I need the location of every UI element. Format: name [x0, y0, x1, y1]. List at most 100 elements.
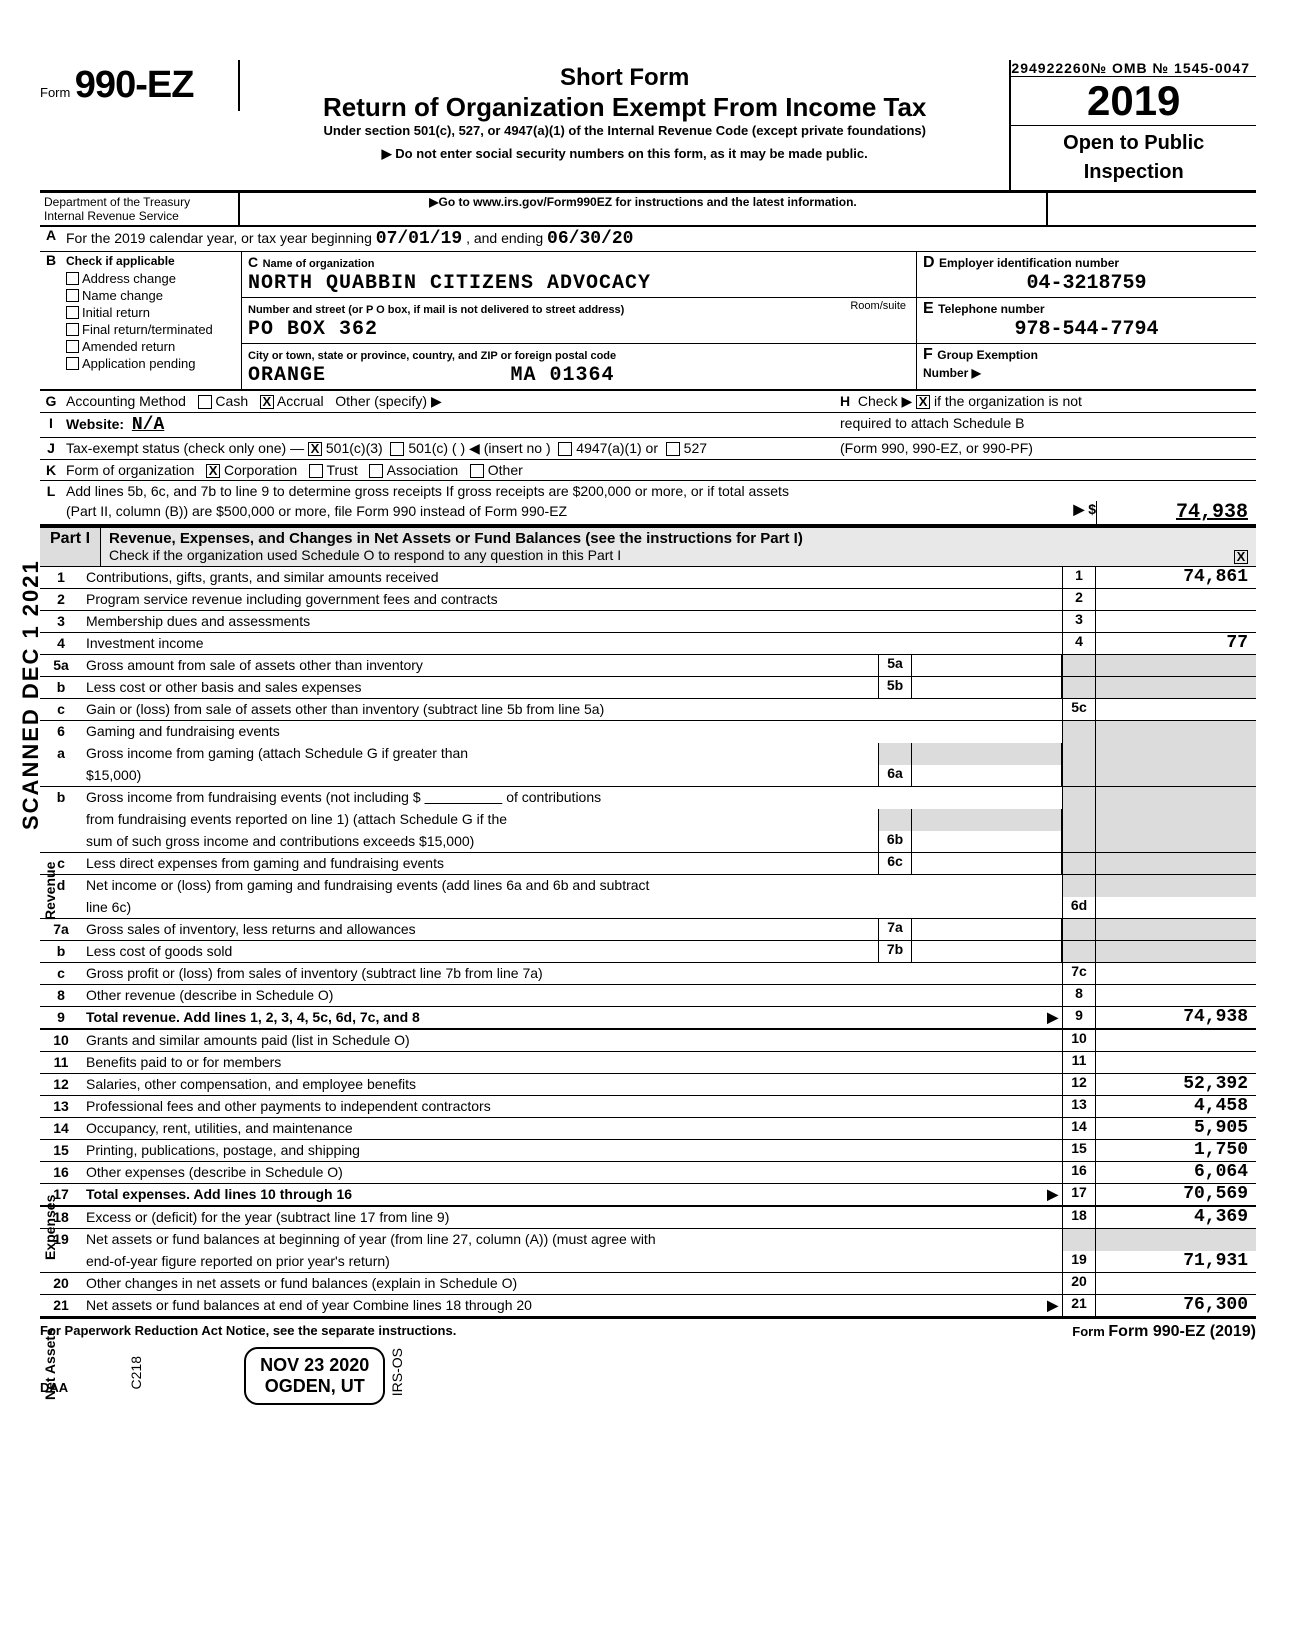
chk-trust[interactable]: [309, 464, 323, 478]
line-21-val: 76,300: [1096, 1295, 1256, 1316]
line-8: 8 Other revenue (describe in Schedule O)…: [40, 985, 1256, 1007]
row-j-content: Tax-exempt status (check only one) — X 5…: [62, 438, 836, 459]
line-11-num: 11: [40, 1052, 82, 1073]
row-h-line2: required to attach Schedule B: [836, 413, 1256, 437]
chk-4947[interactable]: [558, 442, 572, 456]
line-6d-endnum: 6d: [1062, 897, 1096, 918]
line-5b-desc: Less cost or other basis and sales expen…: [82, 677, 878, 698]
row-h-line3: (Form 990, 990-EZ, or 990-PF): [836, 438, 1256, 459]
line-3-val: [1096, 611, 1256, 632]
line-21-endnum: 21: [1062, 1295, 1096, 1316]
line-5b-midval: [912, 677, 1062, 698]
line-2-num: 2: [40, 589, 82, 610]
line-6b-midnum: 6b: [878, 831, 912, 852]
line-5b: b Less cost or other basis and sales exp…: [40, 677, 1256, 699]
line-5b-endnum: [1062, 677, 1096, 698]
line-9-num: 9: [40, 1007, 82, 1028]
line-6d-sp1: [1062, 875, 1096, 897]
line-6a-1: a Gross income from gaming (attach Sched…: [40, 743, 1256, 765]
chk-schedule-o[interactable]: X: [1234, 550, 1248, 564]
chk-final-return[interactable]: Final return/terminated: [62, 321, 241, 338]
chk-501c3[interactable]: X: [308, 442, 322, 456]
chk-cash[interactable]: [198, 395, 212, 409]
chk-other-org[interactable]: [470, 464, 484, 478]
line-6b-sp5: [1062, 809, 1096, 831]
de-column: D Employer identification number 04-3218…: [916, 252, 1256, 389]
line-2-desc: Program service revenue including govern…: [82, 589, 1062, 610]
chk-association[interactable]: [369, 464, 383, 478]
dept-treasury: Department of the Treasury Internal Reve…: [40, 193, 240, 225]
chk-name-change[interactable]: Name change: [62, 287, 241, 304]
chk-amended-return[interactable]: Amended return: [62, 338, 241, 355]
line-6a-desc2: $15,000): [82, 765, 878, 786]
chk-initial-return[interactable]: Initial return: [62, 304, 241, 321]
line-7a-num: 7a: [40, 919, 82, 940]
row-k: K Form of organization X Corporation Tru…: [40, 460, 1256, 481]
year-cell: 294922260№ OMB № 1545-0047 2019 Open to …: [1009, 60, 1256, 190]
part-1-header: Part I Revenue, Expenses, and Changes in…: [40, 526, 1256, 566]
line-7c-val: [1096, 963, 1256, 984]
form-number: 990-EZ: [75, 64, 194, 106]
city-label: City or town, state or province, country…: [248, 350, 616, 362]
line-6a-desc: Gross income from gaming (attach Schedul…: [82, 743, 878, 765]
checkbox-column: Check if applicable Address change Name …: [62, 252, 242, 389]
line-7a-desc: Gross sales of inventory, less returns a…: [82, 919, 878, 940]
line-11: 11 Benefits paid to or for members 11: [40, 1052, 1256, 1074]
line-1-val: 74,861: [1096, 567, 1256, 588]
line-7a: 7a Gross sales of inventory, less return…: [40, 919, 1256, 941]
line-20: 20 Other changes in net assets or fund b…: [40, 1273, 1256, 1295]
line-16-val: 6,064: [1096, 1162, 1256, 1183]
org-city-box: City or town, state or province, country…: [242, 344, 916, 389]
row-i: I Website: N/A required to attach Schedu…: [40, 413, 1256, 438]
chk-corporation[interactable]: X: [206, 464, 220, 478]
line-18: 18 Excess or (deficit) for the year (sub…: [40, 1207, 1256, 1229]
chk-accrual[interactable]: X: [260, 395, 274, 409]
label-c: C: [248, 254, 258, 270]
line-3: 3 Membership dues and assessments 3: [40, 611, 1256, 633]
irs-os-label: IRS-OS: [389, 1348, 405, 1396]
line-6-desc: Gaming and fundraising events: [82, 721, 1062, 743]
line-6-num: 6: [40, 721, 82, 743]
part-1-title: Revenue, Expenses, and Changes in Net As…: [109, 530, 1248, 547]
row-a-mid: , and ending: [466, 230, 543, 246]
line-9-arrow: ▶: [1047, 1009, 1058, 1026]
line-18-val: 4,369: [1096, 1207, 1256, 1228]
line-6d-desc2: line 6c): [82, 897, 1062, 918]
scanned-stamp: SCANNED DEC 1 2021: [18, 559, 44, 830]
title-cell: Short Form Return of Organization Exempt…: [240, 60, 1009, 166]
label-h: H: [840, 393, 850, 409]
line-9-val: 74,938: [1096, 1007, 1256, 1028]
chk-501c[interactable]: [390, 442, 404, 456]
line-5a-midval: [912, 655, 1062, 676]
dept-1: Department of the Treasury: [44, 195, 234, 209]
line-6b-endval: [1096, 831, 1256, 852]
line-2-endnum: 2: [1062, 589, 1096, 610]
cash-label: Cash: [215, 393, 248, 409]
line-13-desc: Professional fees and other payments to …: [82, 1096, 1062, 1117]
line-6c-endnum: [1062, 853, 1096, 874]
row-h: H Check ▶ X if the organization is not: [836, 391, 1256, 412]
netassets-section-label: Net Assets: [42, 1328, 58, 1400]
ein-label: Employer identification number: [939, 256, 1119, 270]
website-label: Website:: [66, 416, 124, 432]
line-19-2: end-of-year figure reported on prior yea…: [40, 1251, 1256, 1273]
line-17: 17 Total expenses. Add lines 10 through …: [40, 1184, 1256, 1207]
line-5a-num: 5a: [40, 655, 82, 676]
line-6b-after: of contributions: [506, 789, 601, 805]
org-address: PO BOX 362: [248, 318, 378, 341]
chk-schedule-b[interactable]: X: [916, 395, 930, 409]
line-7c-num: c: [40, 963, 82, 984]
footer: For Paperwork Reduction Act Notice, see …: [40, 1318, 1256, 1341]
chk-application-pending[interactable]: Application pending: [62, 355, 241, 372]
org-addr-box: Number and street (or P O box, if mail i…: [242, 298, 916, 344]
form-header: Form 990-EZ Short Form Return of Organiz…: [40, 60, 1256, 193]
chk-address-change[interactable]: Address change: [62, 270, 241, 287]
line-9: 9 Total revenue. Add lines 1, 2, 3, 4, 5…: [40, 1007, 1256, 1030]
opt-501c3: 501(c)(3): [326, 440, 383, 456]
ein-box: D Employer identification number 04-3218…: [917, 252, 1256, 298]
line-12-desc: Salaries, other compensation, and employ…: [82, 1074, 1062, 1095]
line-4-desc: Investment income: [82, 633, 1062, 654]
line-17-endnum: 17: [1062, 1184, 1096, 1205]
row-g: G Accounting Method Cash X Accrual Other…: [40, 391, 1256, 413]
chk-527[interactable]: [666, 442, 680, 456]
